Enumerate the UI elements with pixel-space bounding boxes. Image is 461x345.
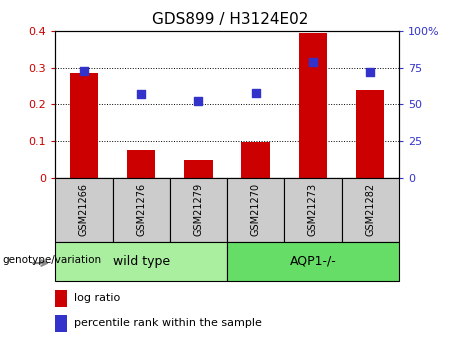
Text: GSM21276: GSM21276 <box>136 183 146 236</box>
Bar <box>242 142 270 178</box>
Text: percentile rank within the sample: percentile rank within the sample <box>74 318 262 328</box>
Bar <box>227 241 399 281</box>
Point <box>137 91 145 97</box>
Text: GSM21266: GSM21266 <box>79 183 89 236</box>
Bar <box>356 90 384 178</box>
Text: GSM21273: GSM21273 <box>308 183 318 236</box>
Point <box>195 99 202 104</box>
Text: GSM21282: GSM21282 <box>365 183 375 236</box>
Bar <box>55 315 67 332</box>
Bar <box>55 241 227 281</box>
Bar <box>170 178 227 242</box>
Bar <box>284 178 342 242</box>
Text: genotype/variation: genotype/variation <box>2 255 101 265</box>
Bar <box>112 178 170 242</box>
Bar <box>70 73 98 178</box>
Point <box>309 59 317 65</box>
Point <box>252 90 260 95</box>
Bar <box>127 150 155 178</box>
Text: GDS899 / H3124E02: GDS899 / H3124E02 <box>152 12 309 27</box>
Text: GSM21279: GSM21279 <box>194 183 203 236</box>
Text: log ratio: log ratio <box>74 293 120 303</box>
Bar <box>342 178 399 242</box>
Point <box>366 69 374 75</box>
Bar <box>184 160 213 178</box>
Bar <box>55 178 112 242</box>
Bar <box>227 178 284 242</box>
Text: GSM21270: GSM21270 <box>251 183 260 236</box>
Text: wild type: wild type <box>112 255 170 268</box>
Text: AQP1-/-: AQP1-/- <box>290 255 336 268</box>
Bar <box>55 290 67 307</box>
Point <box>80 68 88 73</box>
Bar <box>299 33 327 178</box>
